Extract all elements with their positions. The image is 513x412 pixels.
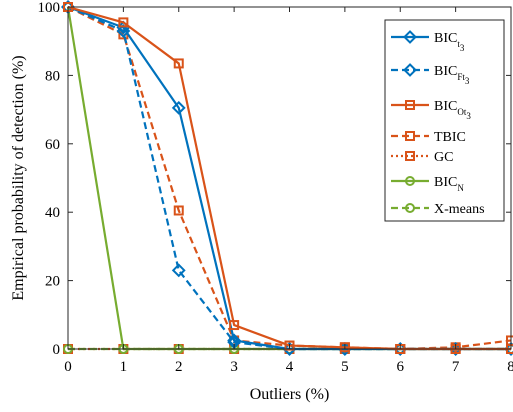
legend-label: GC	[434, 150, 453, 165]
x-tick-label: 3	[230, 359, 238, 375]
legend-box	[385, 20, 504, 221]
y-axis-label: Empirical probability of detection (%)	[10, 55, 27, 300]
x-tick-label: 0	[64, 359, 72, 375]
x-tick-label: 4	[286, 359, 294, 375]
y-tick-label: 80	[45, 68, 60, 84]
x-tick-label: 8	[507, 359, 513, 375]
legend-label: TBIC	[434, 130, 466, 145]
x-tick-label: 5	[341, 359, 349, 375]
legend-subsubscript: 3	[466, 111, 471, 121]
x-tick-label: 7	[452, 359, 460, 375]
y-tick-label: 40	[45, 205, 60, 221]
x-axis-label: Outliers (%)	[250, 386, 330, 403]
y-tick-label: 60	[45, 137, 60, 153]
y-tick-label: 0	[53, 342, 61, 358]
x-tick-label: 1	[120, 359, 128, 375]
y-tick-label: 100	[38, 0, 61, 16]
x-tick-label: 6	[397, 359, 405, 375]
x-tick-label: 2	[175, 359, 183, 375]
legend-subscript: N	[457, 183, 464, 193]
y-tick-label: 20	[45, 274, 60, 290]
legend-label: X-means	[434, 202, 485, 217]
legend-subsubscript: 3	[460, 43, 465, 53]
legend-subsubscript: 3	[465, 76, 470, 86]
